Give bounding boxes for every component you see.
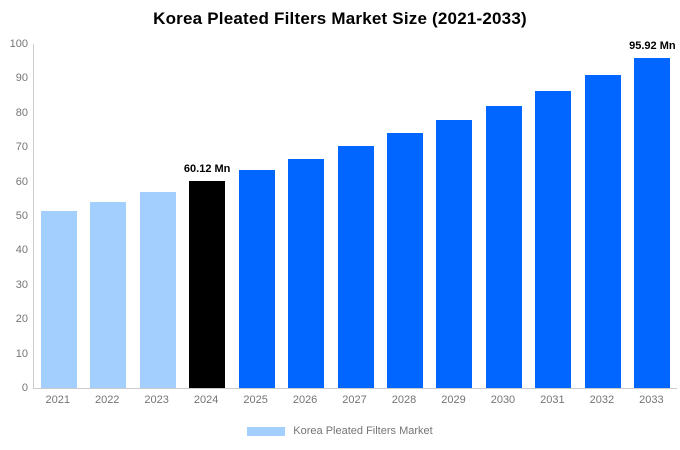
legend: Korea Pleated Filters Market (0, 425, 680, 437)
x-tick-label-2021: 2021 (45, 394, 70, 406)
bar-band-2025 (232, 44, 281, 388)
y-axis: 0 10 20 30 40 50 60 70 80 90 100 (0, 38, 28, 394)
value-label-2024: 60.12 Mn (183, 163, 231, 176)
bar-band-2033: 95.92 Mn (628, 40, 677, 388)
bar-band-2031 (529, 44, 578, 388)
bar-band-2021 (34, 44, 83, 388)
bar-band-2022 (83, 44, 132, 388)
y-tick-label-20: 20 (15, 313, 28, 326)
bar-2033 (634, 58, 671, 388)
bar-band-2028 (380, 44, 429, 388)
bar-2029 (436, 119, 473, 388)
x-tick-label-2025: 2025 (243, 394, 268, 406)
y-tick-label-10: 10 (15, 347, 28, 360)
bar-band-2024: 60.12 Mn (182, 44, 231, 388)
y-tick-label-40: 40 (15, 244, 28, 257)
x-tick-label-2032: 2032 (589, 394, 615, 406)
bar-2030 (485, 105, 522, 388)
bar-2026 (288, 158, 325, 388)
y-tick-label-90: 90 (15, 72, 28, 85)
bar-2027 (337, 146, 374, 388)
x-tick-label-2027: 2027 (342, 394, 367, 406)
bar-2022 (90, 201, 127, 388)
bar-band-2029 (430, 44, 479, 388)
x-tick-label-2028: 2028 (391, 394, 417, 406)
bar-2025 (238, 170, 275, 388)
bar-2031 (535, 90, 572, 388)
y-tick-label-30: 30 (15, 278, 28, 291)
bar-2023 (139, 191, 176, 388)
y-tick-label-80: 80 (15, 106, 28, 119)
bar-band-2032 (578, 44, 627, 388)
x-axis-labels: 2021 2022 2023 2024 2025 2026 2027 2028 2029 2030… (33, 394, 676, 406)
bar-band-2023 (133, 44, 182, 388)
y-tick-label-70: 70 (15, 141, 28, 154)
y-tick-label-60: 60 (15, 175, 28, 188)
x-tick-label-2030: 2030 (490, 394, 516, 406)
y-tick-label-0: 0 (21, 382, 28, 394)
x-tick-label-2023: 2023 (144, 394, 169, 406)
bar-band-2026 (281, 44, 330, 388)
legend-label: Korea Pleated Filters Market (293, 425, 433, 437)
plot-area: 60.12 Mn 95.92 Mn (33, 40, 677, 389)
bar-band-2030 (479, 44, 528, 388)
bar-band-2027 (331, 44, 380, 388)
legend-swatch (247, 426, 286, 436)
bar-2028 (387, 133, 424, 388)
x-tick-label-2029: 2029 (441, 394, 466, 406)
bar-2021 (40, 211, 77, 388)
value-label-2033: 95.92 Mn (629, 40, 676, 53)
y-tick-label-100: 100 (9, 38, 28, 50)
x-tick-label-2024: 2024 (193, 394, 219, 406)
x-tick-label-2033: 2033 (639, 394, 664, 406)
chart-title: Korea Pleated Filters Market Size (2021-… (153, 9, 527, 28)
x-tick-label-2022: 2022 (94, 394, 120, 406)
x-tick-label-2026: 2026 (292, 394, 318, 406)
y-tick-label-50: 50 (15, 210, 28, 222)
bar-2024 (189, 181, 226, 388)
x-tick-label-2031: 2031 (540, 394, 565, 406)
bar-2032 (584, 74, 621, 388)
